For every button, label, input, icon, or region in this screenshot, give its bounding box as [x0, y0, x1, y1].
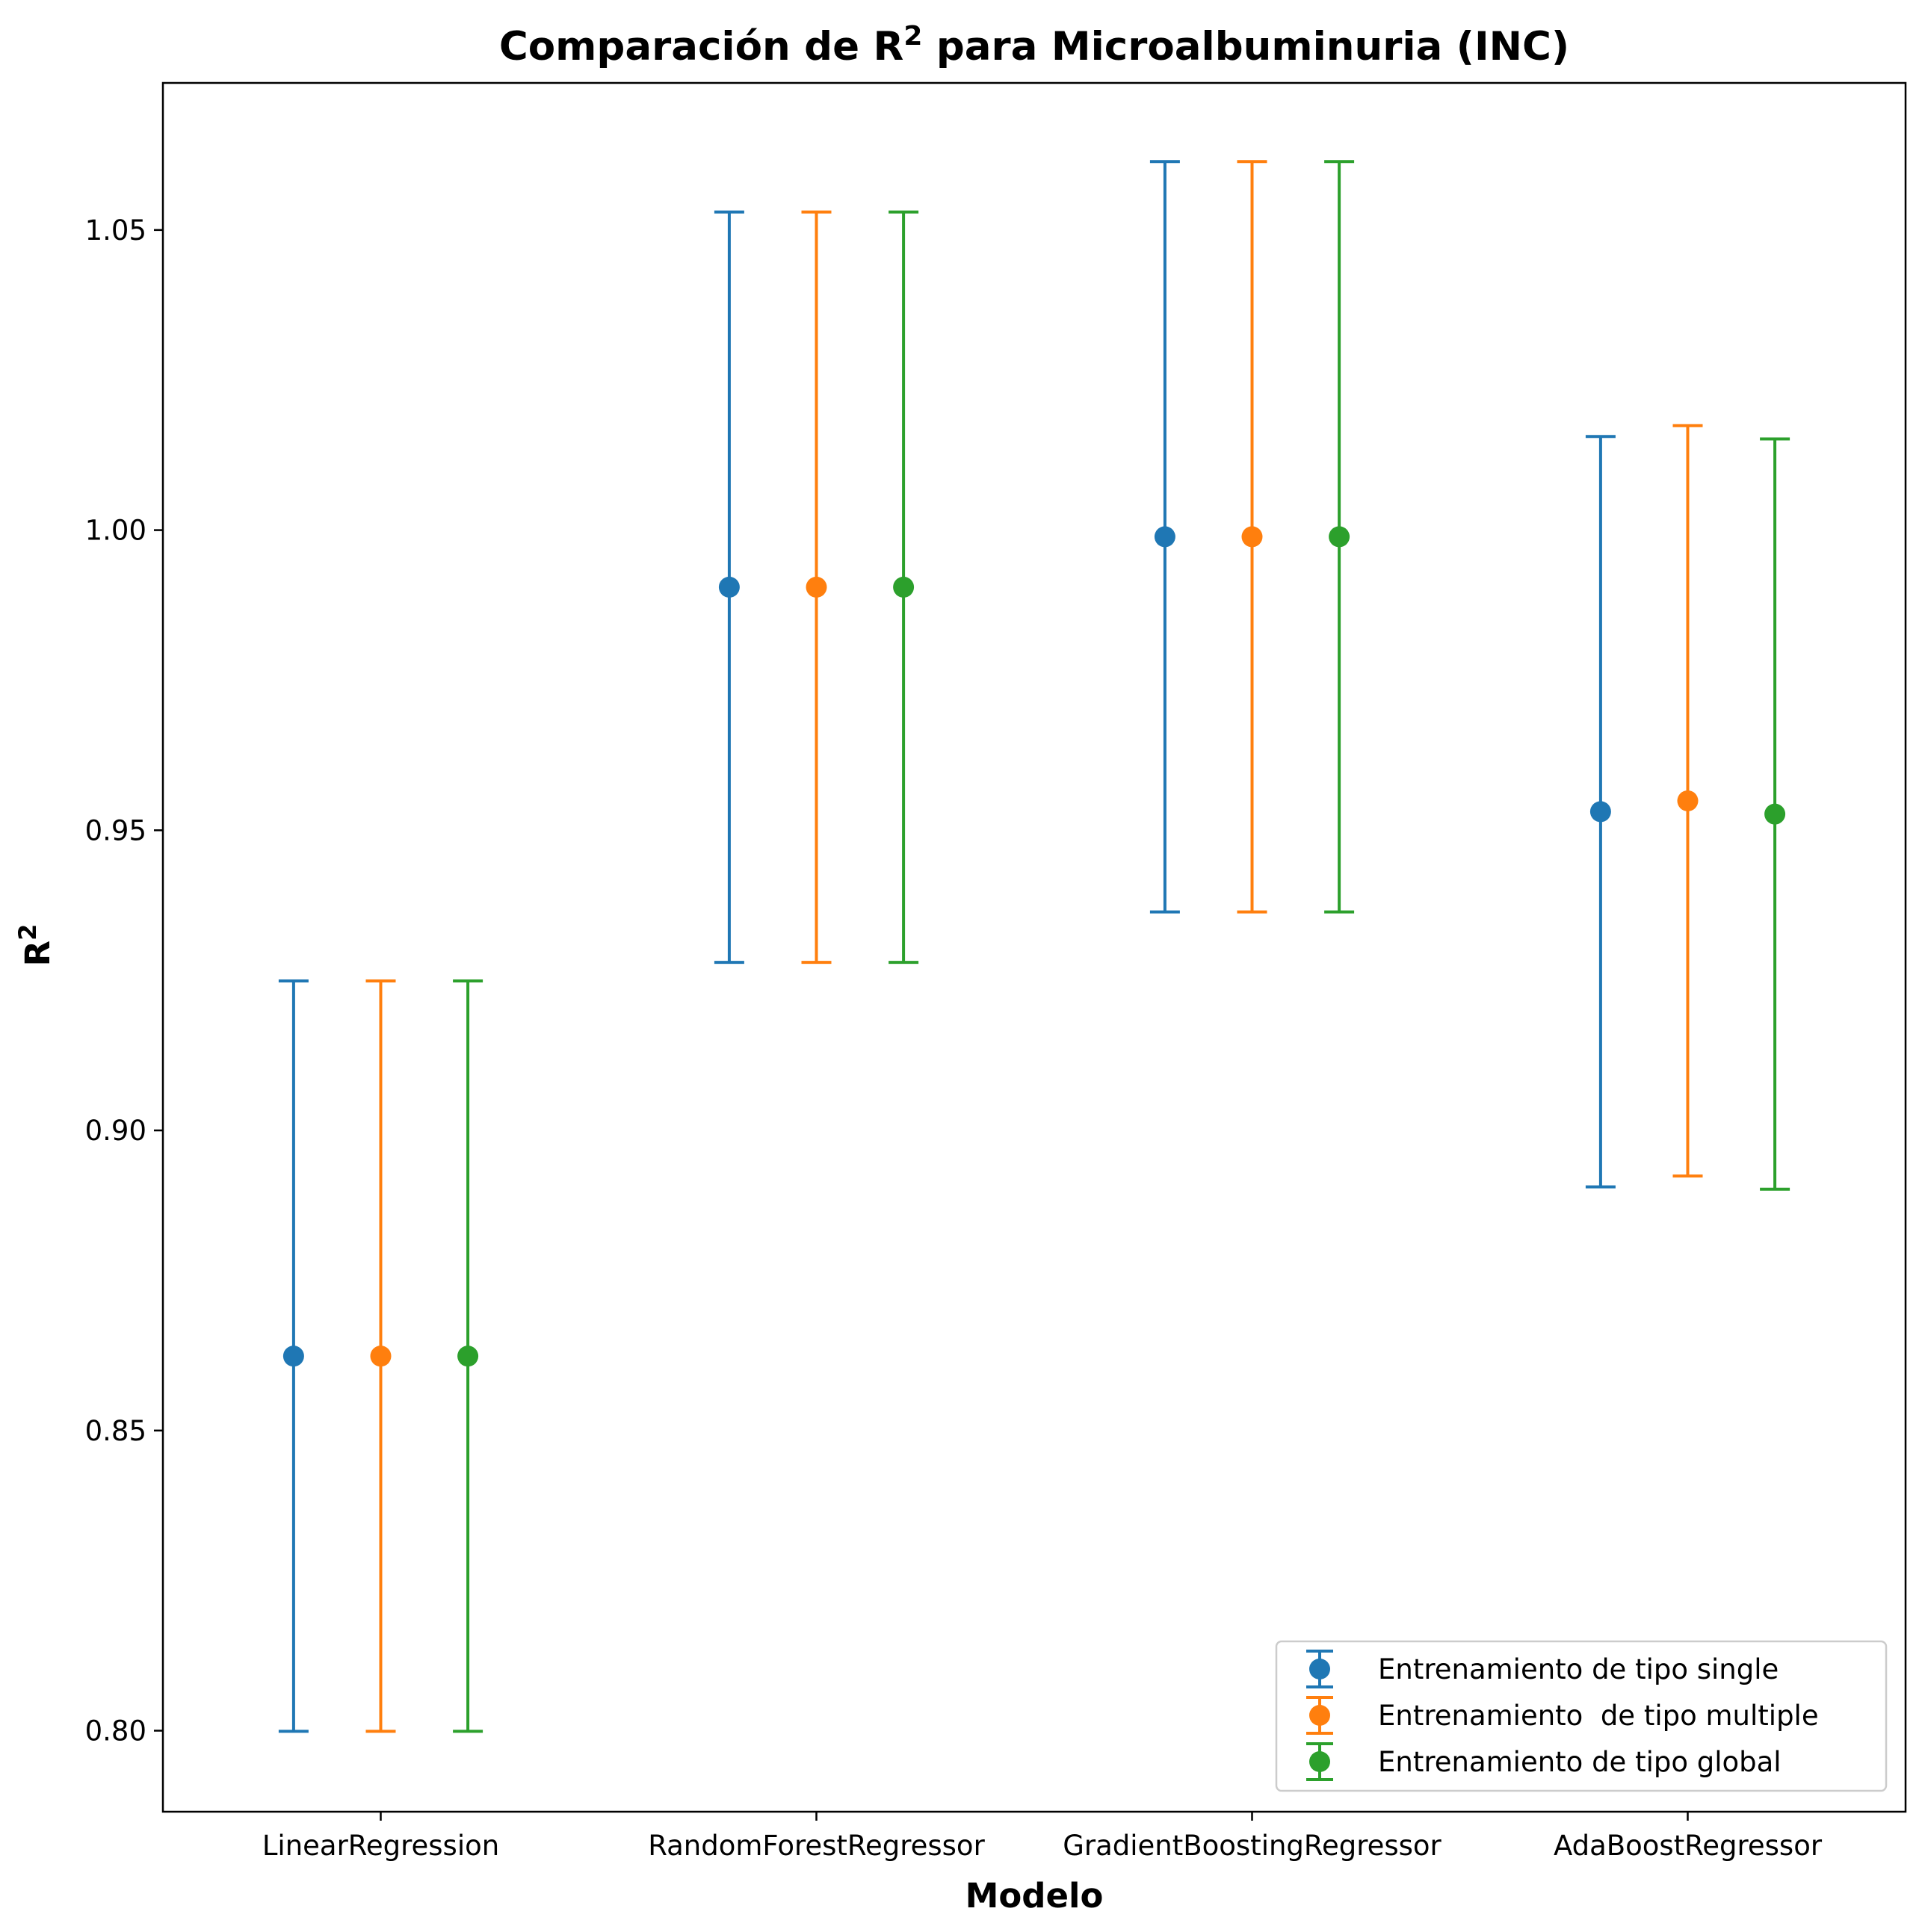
- data-point: [1589, 801, 1611, 823]
- y-tick-label: 0.90: [85, 1115, 146, 1147]
- data-point: [370, 1346, 392, 1367]
- data-point: [1764, 803, 1786, 825]
- x-tick-label: LinearRegression: [262, 1830, 499, 1862]
- legend-label: Entrenamiento de tipo global: [1378, 1746, 1782, 1778]
- data-point: [1329, 526, 1350, 548]
- legend-marker: [1309, 1705, 1330, 1726]
- data-point: [1677, 790, 1699, 811]
- y-tick-label: 1.00: [85, 515, 146, 547]
- chart-title: Comparación de R2 para Microalbuminuria …: [499, 21, 1569, 69]
- x-axis-label: Modelo: [965, 1876, 1104, 1916]
- data-point: [806, 576, 827, 598]
- y-tick-label: 0.85: [85, 1415, 146, 1447]
- legend-marker: [1309, 1659, 1330, 1679]
- x-tick-label: AdaBoostRegressor: [1554, 1830, 1823, 1862]
- legend-label: Entrenamiento de tipo multiple: [1378, 1700, 1819, 1732]
- y-tick-label: 1.05: [85, 214, 146, 247]
- data-point: [282, 1346, 304, 1367]
- legend-box: [1275, 1640, 1888, 1792]
- legend-marker: [1309, 1751, 1330, 1772]
- y-tick-label: 0.95: [85, 814, 146, 846]
- x-tick-label: RandomForestRegressor: [648, 1830, 985, 1862]
- data-point: [457, 1346, 479, 1367]
- legend: Entrenamiento de tipo single Entrenamient…: [1275, 1640, 1888, 1792]
- axes-frame: [161, 81, 1907, 1813]
- data-point: [718, 576, 740, 598]
- x-tick-label: GradientBoostingRegressor: [1063, 1830, 1442, 1862]
- data-point: [893, 576, 915, 598]
- legend-label: Entrenamiento de tipo single: [1378, 1653, 1779, 1685]
- plot-area: 0.80 0.85 0.90 0.95 1.00 1.05 LinearRegression…: [85, 81, 1907, 1862]
- data-point: [1241, 526, 1263, 548]
- y-tick-label: 0.80: [85, 1715, 146, 1747]
- data-point: [1154, 526, 1175, 548]
- y-axis-label: R2: [13, 924, 58, 967]
